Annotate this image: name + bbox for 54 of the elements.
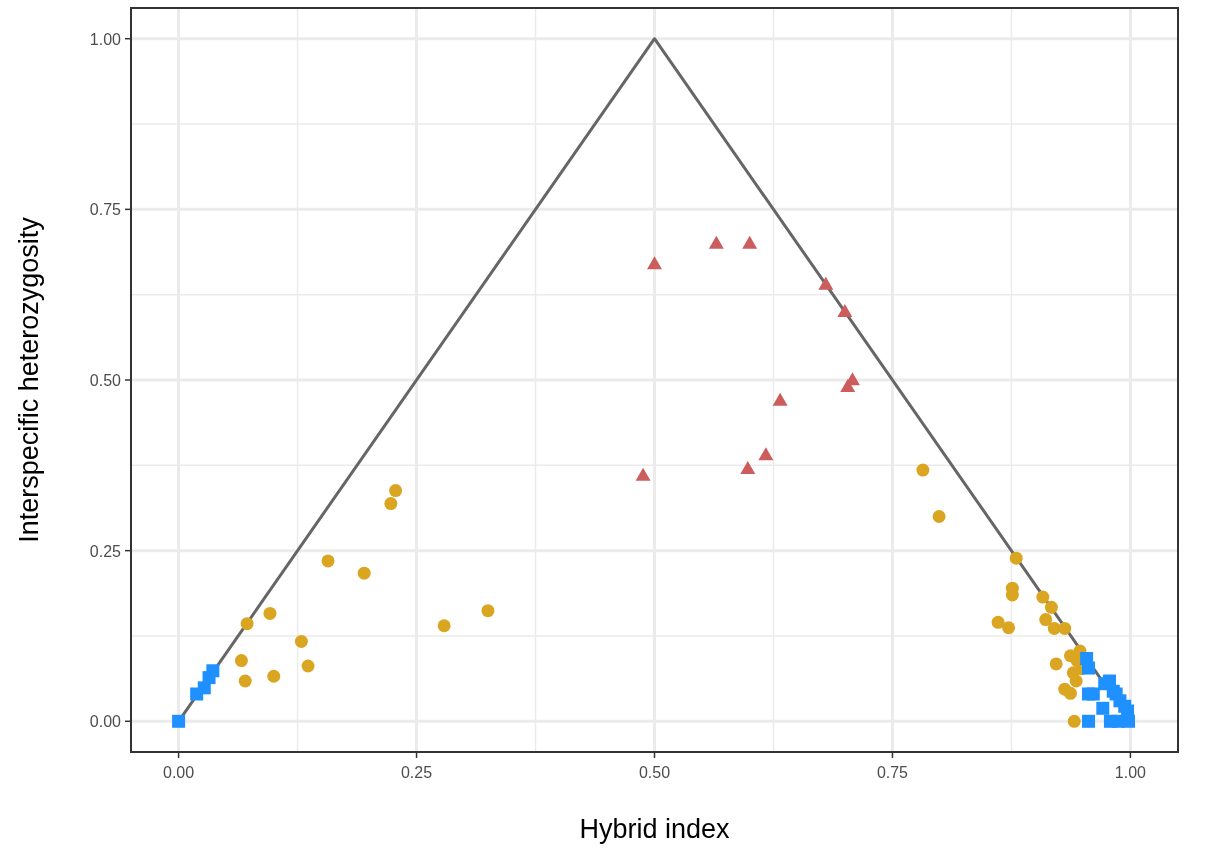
point (1067, 714, 1081, 728)
y-axis-title: Interspecific heterozygosity (14, 216, 44, 543)
point (1082, 714, 1096, 728)
x-axis-title: Hybrid index (579, 814, 731, 844)
point (1049, 657, 1063, 671)
point (1063, 686, 1077, 700)
point (635, 467, 651, 481)
point (301, 659, 315, 673)
point (267, 669, 281, 683)
point (772, 392, 788, 406)
point (1002, 621, 1016, 635)
point (389, 484, 403, 498)
point (647, 256, 662, 270)
point (1036, 590, 1050, 604)
x-tick-label: 0.75 (876, 764, 909, 781)
point (234, 654, 248, 668)
point (1069, 674, 1083, 688)
point (1096, 701, 1110, 715)
point (437, 619, 451, 633)
point (481, 604, 495, 618)
x-tick-label: 0.25 (400, 764, 433, 781)
point (206, 664, 220, 678)
point (172, 714, 186, 728)
point (740, 460, 756, 474)
point (321, 554, 335, 568)
point (742, 235, 758, 249)
point (1086, 687, 1100, 701)
point (294, 634, 308, 648)
y-tick-label: 1.00 (89, 30, 122, 48)
point (263, 606, 277, 620)
point (932, 510, 946, 524)
point (1082, 661, 1096, 675)
y-tick-label: 0.25 (89, 542, 122, 560)
y-tick-label: 0.00 (89, 713, 122, 731)
point (1009, 551, 1023, 565)
point (758, 447, 774, 461)
y-tick-label: 0.75 (89, 201, 122, 219)
point (837, 303, 853, 317)
point (1058, 621, 1072, 635)
point (818, 276, 834, 290)
x-tick-label: 1.00 (1114, 764, 1147, 781)
point (708, 235, 724, 249)
point (916, 463, 930, 477)
x-tick-label: 0.50 (638, 764, 671, 781)
point (1044, 600, 1058, 614)
point (991, 615, 1005, 629)
point (240, 617, 254, 631)
point (840, 379, 856, 393)
point (238, 674, 252, 688)
point (357, 566, 371, 580)
y-tick-label: 0.50 (89, 372, 122, 389)
x-tick-label: 0.00 (163, 764, 195, 781)
point (384, 497, 398, 511)
point (1039, 613, 1053, 627)
